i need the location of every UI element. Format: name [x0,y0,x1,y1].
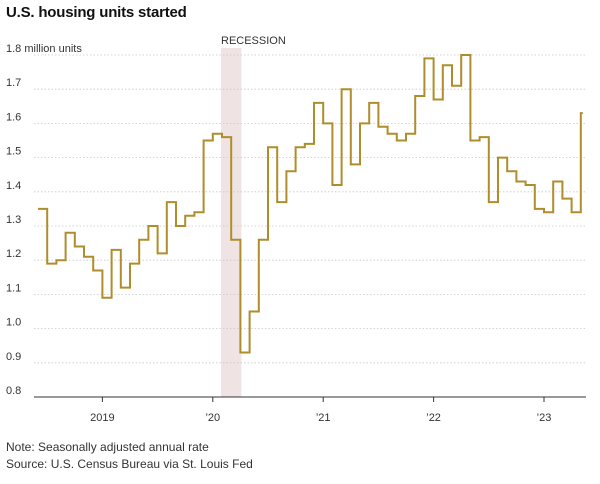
y-tick-label: 0.8 [6,385,21,397]
y-tick-label: 1.8 million units [6,43,82,55]
x-tick-label: ’20 [205,412,220,424]
chart-source: Source: U.S. Census Bureau via St. Louis… [6,457,253,471]
y-tick-label: 0.9 [6,351,21,363]
x-tick-label: ’21 [316,412,331,424]
y-tick-label: 1.6 [6,111,21,123]
x-tick-label: 2019 [90,412,114,424]
chart-title: U.S. housing units started [6,4,187,21]
y-tick-label: 1.4 [6,180,21,192]
y-tick-label: 1.5 [6,146,21,158]
x-tick-label: ’23 [537,412,552,424]
y-tick-label: 1.0 [6,317,21,329]
x-tick-label: ’22 [426,412,441,424]
y-tick-label: 1.3 [6,214,21,226]
y-tick-label: 1.7 [6,77,21,89]
y-tick-label: 1.2 [6,248,21,260]
chart-note: Note: Seasonally adjusted annual rate [6,440,209,454]
y-tick-label: 1.1 [6,282,21,294]
housing-starts-line [38,54,583,354]
recession-label: RECESSION [221,35,286,47]
